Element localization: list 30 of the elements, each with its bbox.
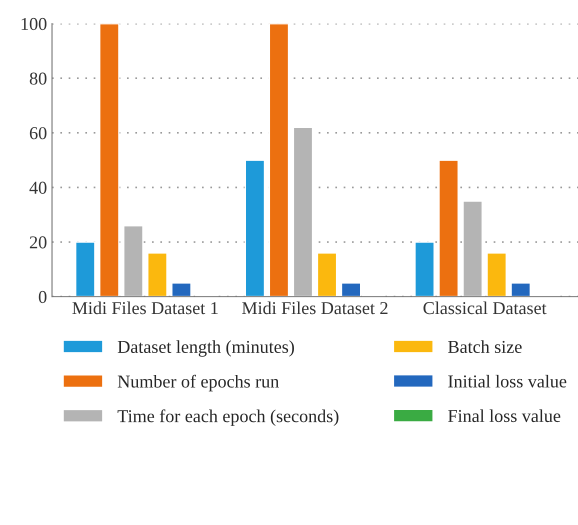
bar (316, 252, 338, 297)
legend-label: Batch size (448, 340, 522, 353)
y-tick-label: 20 (30, 236, 46, 248)
bar (74, 241, 96, 297)
y-tick-label: 60 (30, 127, 46, 140)
legend-label: Time for each epoch (seconds) (118, 409, 338, 426)
y-tick-label: 0 (38, 290, 46, 304)
legend-label: Dataset length (minutes) (118, 340, 294, 357)
legend-label: Final loss value (448, 409, 560, 422)
y-tick-label: 80 (30, 72, 46, 85)
bar (510, 282, 532, 297)
x-tick-label: Classical Dataset (424, 301, 546, 314)
bar (292, 126, 314, 297)
bar (244, 159, 266, 297)
bar (268, 24, 290, 297)
y-tick-label: 100 (22, 18, 46, 30)
legend-label: Initial loss value (448, 374, 566, 388)
bar (438, 159, 459, 297)
bar (414, 241, 435, 297)
bar (98, 24, 120, 297)
bar (147, 252, 168, 297)
legend-label: Number of epochs run (118, 374, 279, 392)
bar (171, 282, 192, 297)
y-tick-label: 40 (29, 182, 46, 194)
bar (462, 200, 483, 297)
bar (340, 282, 362, 297)
x-tick-label: Midi Files Dataset 2 (242, 301, 388, 314)
x-tick-label: Midi Files Dataset 1 (72, 301, 218, 314)
bar (486, 252, 508, 297)
bar (123, 224, 144, 297)
